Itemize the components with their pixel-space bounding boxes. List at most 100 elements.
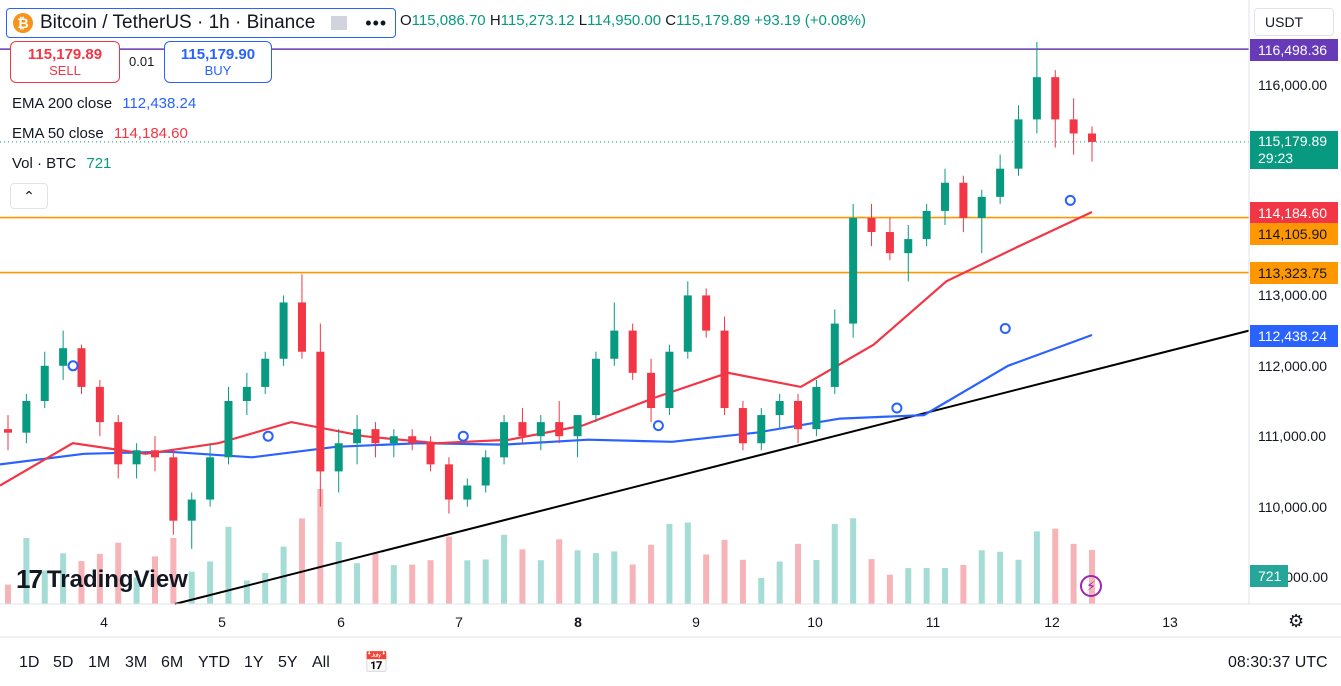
legend-ema200[interactable]: EMA 200 close 112,438.24 — [12, 95, 196, 112]
time-label: 5 — [218, 614, 226, 630]
volume-bar — [776, 561, 783, 604]
candle-body — [1069, 119, 1078, 134]
candle-body — [738, 408, 747, 444]
candle-body — [463, 485, 472, 500]
candle-body — [591, 358, 600, 416]
candle-body — [4, 429, 12, 433]
volume-bar — [298, 518, 305, 604]
volume-bar — [225, 526, 232, 604]
spread-value: 0.01 — [129, 54, 155, 69]
volume-bar — [666, 523, 673, 604]
time-label: 7 — [455, 614, 463, 630]
timeframe-1y[interactable]: 1Y — [244, 654, 264, 671]
symbol-header[interactable]: ₿ Bitcoin / TetherUS · 1h · Binance ••• — [6, 8, 397, 38]
volume-bar — [739, 559, 746, 604]
volume-bar — [96, 553, 103, 604]
timeframe-all[interactable]: All — [312, 654, 330, 671]
legend-ema50[interactable]: EMA 50 close 114,184.60 — [12, 125, 188, 142]
candle-body — [683, 295, 692, 352]
candle-body — [959, 182, 968, 218]
candle-body — [334, 443, 343, 472]
calendar-range-icon[interactable]: 📅 — [364, 652, 389, 674]
utc-clock[interactable]: 08:30:37 UTC — [1228, 654, 1328, 671]
price-tag-ema200: 112,438.24 — [1250, 325, 1338, 347]
price-tag-level-2: 113,323.75 — [1250, 262, 1338, 284]
volume-bar — [721, 539, 728, 604]
candle-body — [922, 210, 931, 240]
candle-body — [941, 182, 950, 211]
volume-bar — [813, 560, 820, 604]
time-label: 9 — [692, 614, 700, 630]
volume-bar — [1015, 559, 1022, 604]
timeframe-5d[interactable]: 5D — [53, 654, 74, 671]
event-marker — [457, 430, 469, 442]
candle-body — [242, 386, 251, 401]
ema200-value: 112,438.24 — [122, 95, 197, 112]
volume-bar — [115, 542, 122, 604]
candle-body — [647, 372, 656, 409]
price-label: 111,000.00 — [1258, 428, 1326, 444]
ema200-label: EMA 200 close — [12, 95, 113, 112]
candle-body — [114, 422, 123, 465]
timeframe-ytd[interactable]: YTD — [198, 654, 230, 671]
candle-body — [573, 415, 582, 437]
candle-body — [830, 323, 839, 387]
candle-body — [426, 443, 435, 465]
volume-bar — [280, 546, 287, 604]
change-value: +93.19 (+0.08%) — [754, 12, 867, 29]
volume-bar — [629, 564, 636, 604]
timeframe-6m[interactable]: 6M — [161, 654, 184, 671]
more-icon[interactable]: ••• — [365, 12, 388, 33]
close-key: C — [665, 12, 677, 29]
candle-body — [500, 422, 509, 458]
settings-gear-icon[interactable]: ⚙ — [1288, 611, 1305, 631]
timeframe-3m[interactable]: 3M — [125, 654, 148, 671]
sell-button[interactable]: 115,179.89 SELL — [10, 41, 120, 83]
timeframe-1d[interactable]: 1D — [19, 654, 40, 671]
time-label: 13 — [1162, 614, 1178, 630]
candle-body — [518, 422, 527, 437]
volume-bar — [886, 574, 893, 604]
candle-body — [665, 351, 674, 409]
candle-body — [628, 330, 637, 373]
volume-bar — [960, 564, 967, 604]
time-label: 10 — [807, 614, 823, 630]
volume-bar — [427, 560, 434, 604]
price-label: 110,000.00 — [1258, 499, 1328, 515]
price-tag-level-top: 116,498.36 — [1250, 39, 1338, 61]
time-label: 11 — [925, 614, 941, 630]
timeframe-1m[interactable]: 1M — [88, 654, 111, 671]
volume-bar — [905, 568, 912, 604]
tradingview-logo[interactable]: 17 TradingView — [16, 564, 188, 595]
ema50-value: 114,184.60 — [113, 125, 188, 142]
time-label: 8 — [574, 614, 582, 630]
price-tag-current: 115,179.89 29:23 — [1250, 131, 1338, 169]
currency-select[interactable]: USDT — [1254, 8, 1334, 36]
candle-body — [1088, 133, 1096, 142]
candle-body — [481, 457, 490, 486]
ema50-line — [0, 211, 1093, 487]
event-marker — [891, 402, 903, 414]
volume-bar — [78, 561, 85, 604]
candle-body — [132, 450, 141, 465]
volume-bar — [574, 550, 581, 604]
legend-volume[interactable]: Vol · BTC 721 — [12, 155, 111, 172]
volume-bar — [372, 552, 379, 604]
volume-bar — [1070, 543, 1077, 604]
volume-bar — [207, 561, 214, 604]
candle-body — [1051, 77, 1060, 120]
candle-body — [224, 401, 233, 458]
volume-bar — [556, 539, 563, 604]
volume-bar — [1033, 531, 1040, 604]
candle-body — [279, 302, 288, 359]
candle-body — [22, 401, 31, 433]
timeframe-5y[interactable]: 5Y — [278, 654, 298, 671]
flag-icon[interactable] — [331, 16, 348, 30]
volume-bar — [501, 534, 508, 604]
volume-bar — [170, 537, 177, 604]
collapse-legend-button[interactable]: ⌃ — [10, 183, 48, 209]
candle-body — [150, 450, 159, 458]
buy-button[interactable]: 115,179.90 BUY — [164, 41, 272, 83]
lightning-icon[interactable]: ⚡ — [1080, 575, 1102, 597]
